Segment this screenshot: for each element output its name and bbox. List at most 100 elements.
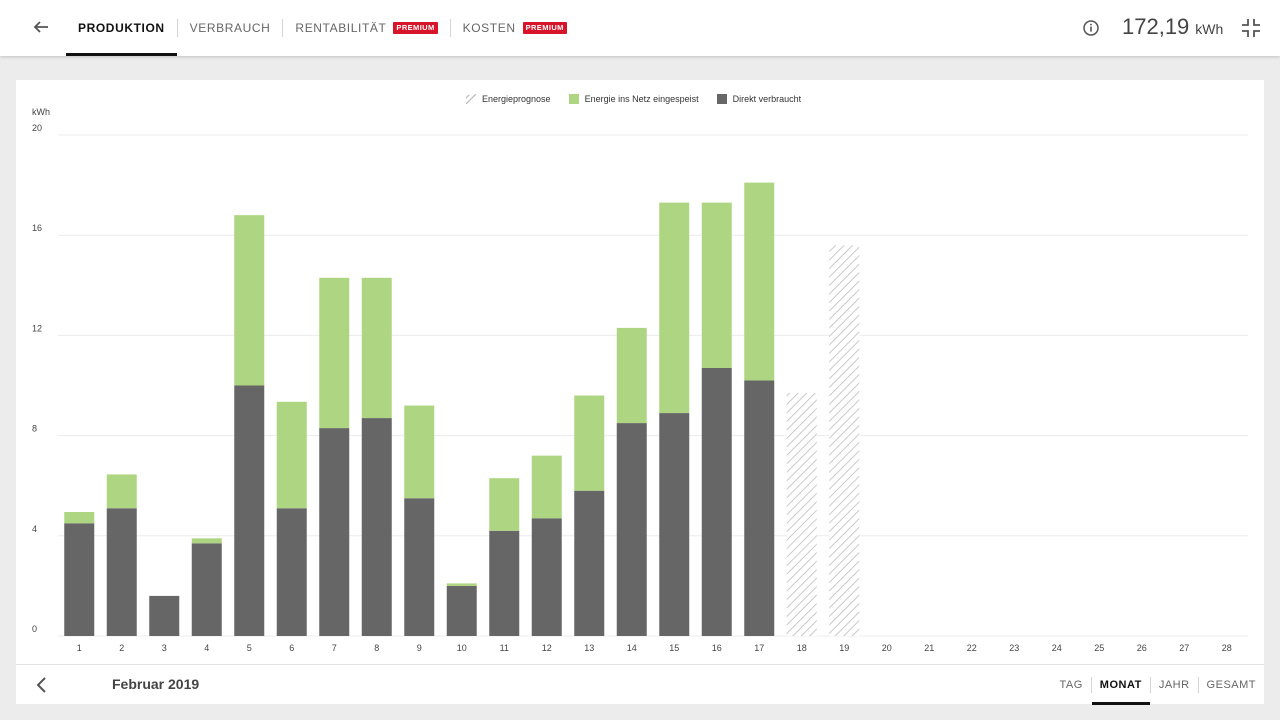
bar-feed-day-6 [276,401,307,509]
tab-kosten[interactable]: KOSTEN PREMIUM [451,0,579,56]
x-tick-label: 25 [1094,643,1104,653]
range-divider [1197,677,1199,693]
legend-label: Energie ins Netz eingespeist [584,94,699,104]
bar-direct-day-16 [701,367,732,636]
x-tick-label: 24 [1052,643,1062,653]
bar-direct-day-8 [361,418,392,636]
chevron-left-icon[interactable] [32,674,52,696]
tab-bar: PRODUKTION VERBRAUCH RENTABILITÄT PREMIU… [66,0,579,56]
x-tick-label: 7 [332,643,337,653]
bar-forecast-day-19 [829,245,860,636]
y-tick-label: 4 [32,524,37,534]
x-tick-label: 3 [162,643,167,653]
bar-direct-day-15 [659,413,690,636]
bar-feed-day-13 [574,395,605,491]
x-tick-label: 9 [417,643,422,653]
range-selector: TAG MONAT JAHR GESAMT [1052,665,1265,705]
bar-feed-day-8 [361,277,392,419]
x-tick-label: 16 [712,643,722,653]
bar-feed-day-10 [446,583,477,586]
x-tick-label: 27 [1179,643,1189,653]
y-tick-label: 20 [32,123,42,133]
bar-direct-day-17 [744,380,775,636]
collapse-icon[interactable] [1240,17,1262,39]
bar-direct-day-10 [446,585,477,636]
chart-legend: Energieprognose Energie ins Netz eingesp… [466,94,819,104]
legend-label: Direkt verbraucht [732,94,802,104]
y-axis-unit: kWh [32,107,50,117]
x-tick-label: 4 [204,643,209,653]
premium-badge: PREMIUM [522,22,567,34]
bar-feed-day-16 [701,202,732,368]
tab-divider [449,19,451,37]
bar-direct-day-14 [616,423,647,636]
range-monat[interactable]: MONAT [1091,665,1150,705]
range-label: GESAMT [1206,679,1256,691]
legend-forecast[interactable]: Energieprognose [466,94,551,104]
x-tick-label: 28 [1222,643,1232,653]
tab-produktion[interactable]: PRODUKTION [66,0,177,56]
x-tick-label: 23 [1009,643,1019,653]
bar-feed-day-9 [404,405,435,499]
bar-direct-day-11 [489,530,520,636]
bar-direct-day-9 [404,498,435,636]
back-button[interactable] [28,14,54,40]
info-icon[interactable] [1082,19,1100,37]
bar-direct-day-2 [106,508,137,636]
y-tick-label: 12 [32,323,42,333]
total-unit: kWh [1195,21,1224,37]
x-tick-label: 26 [1137,643,1147,653]
bar-feed-day-12 [531,455,562,519]
bar-direct-day-3 [149,595,180,636]
tab-divider [176,19,178,37]
top-bar: PRODUKTION VERBRAUCH RENTABILITÄT PREMIU… [0,0,1280,56]
range-gesamt[interactable]: GESAMT [1199,665,1264,705]
x-tick-label: 20 [882,643,892,653]
x-tick-label: 10 [457,643,467,653]
tab-rentabilitaet[interactable]: RENTABILITÄT PREMIUM [283,0,449,56]
bar-feed-day-11 [489,478,520,531]
bar-direct-day-4 [191,543,222,636]
hatch-swatch-icon [466,94,476,104]
x-tick-label: 6 [289,643,294,653]
y-tick-label: 16 [32,223,42,233]
x-tick-label: 8 [374,643,379,653]
bar-forecast-day-18 [786,393,817,636]
legend-direct[interactable]: Direkt verbraucht [716,94,802,104]
tab-divider [282,19,284,37]
bar-direct-day-12 [531,518,562,636]
y-tick-label: 0 [32,624,37,634]
total-value: 172,19 [1122,14,1190,39]
chart-card: kWh 0 4 8 12 16 20 1 2 3 4 5 6 7 8 9 10 11 12 13 14 15 16 17 18 1… [16,80,1265,705]
range-label: MONAT [1099,679,1142,691]
bar-feed-day-1 [64,512,95,524]
tab-label: VERBRAUCH [189,21,271,35]
bar-direct-day-6 [276,508,307,636]
x-tick-label: 17 [754,643,764,653]
premium-badge: PREMIUM [393,22,438,34]
tab-label: PRODUKTION [78,21,165,35]
tab-label: RENTABILITÄT [295,21,387,35]
bar-feed-day-17 [744,182,775,381]
x-tick-label: 1 [77,643,82,653]
x-tick-label: 12 [542,643,552,653]
bar-direct-day-13 [574,490,605,636]
x-tick-label: 22 [967,643,977,653]
range-jahr[interactable]: JAHR [1151,665,1198,705]
range-label: JAHR [1158,679,1190,691]
bar-direct-day-1 [64,523,95,636]
legend-label: Energieprognose [482,94,551,104]
bar-feed-day-15 [659,202,690,414]
range-tag[interactable]: TAG [1052,665,1091,705]
x-tick-label: 14 [627,643,637,653]
tab-verbrauch[interactable]: VERBRAUCH [178,0,283,56]
x-tick-label: 2 [119,643,124,653]
x-tick-label: 15 [669,643,679,653]
bar-direct-day-7 [319,428,350,636]
legend-grid-feed[interactable]: Energie ins Netz eingespeist [568,94,699,104]
range-label: TAG [1059,679,1083,691]
range-divider [1090,677,1092,693]
x-tick-label: 19 [839,643,849,653]
x-tick-label: 5 [247,643,252,653]
